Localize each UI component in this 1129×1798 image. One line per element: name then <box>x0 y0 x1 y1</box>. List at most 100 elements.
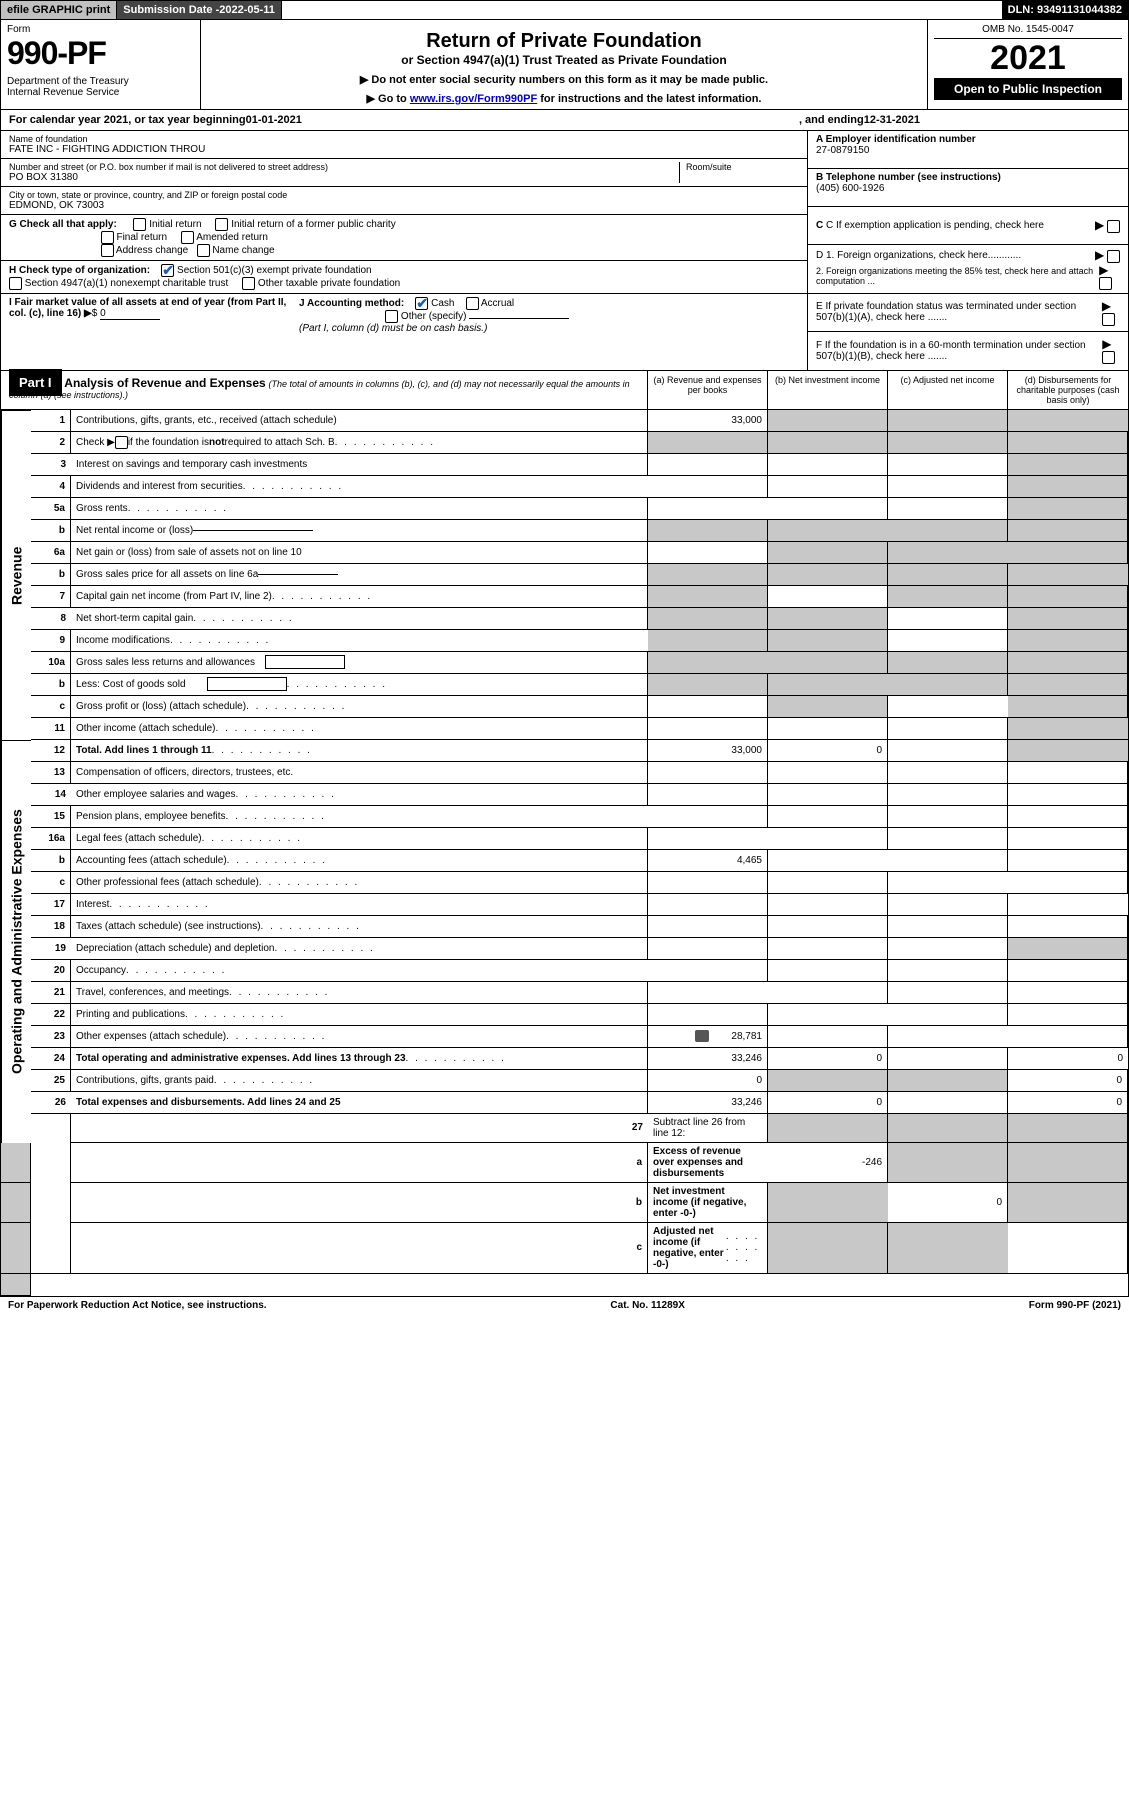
checkbox-initial-former[interactable] <box>215 218 228 231</box>
checkbox-e[interactable] <box>1102 313 1115 326</box>
a12: 33,000 <box>648 740 768 762</box>
d24: Total operating and administrative expen… <box>71 1048 648 1070</box>
b22 <box>768 1004 888 1026</box>
g-opt5: Name change <box>212 245 274 256</box>
a20 <box>648 960 768 982</box>
h-label: H Check type of organization: <box>9 265 150 276</box>
ln19: 19 <box>31 938 71 960</box>
d6b: Gross sales price for all assets on line… <box>71 564 648 586</box>
checkbox-c[interactable] <box>1107 220 1120 233</box>
dd27a <box>1 1183 31 1223</box>
j-note: (Part I, column (d) must be on cash basi… <box>299 323 487 334</box>
b4 <box>768 476 888 498</box>
b-label: B Telephone number (see instructions) <box>816 172 1001 183</box>
checkbox-4947[interactable] <box>9 277 22 290</box>
checkbox-other-taxable[interactable] <box>242 277 255 290</box>
checkbox-f[interactable] <box>1102 351 1115 364</box>
g-opt0: Initial return <box>149 219 201 230</box>
dd10a <box>1008 652 1128 674</box>
a14 <box>648 784 768 806</box>
d27a: Excess of revenue over expenses and disb… <box>648 1143 768 1183</box>
part1-desc: Part I Analysis of Revenue and Expenses … <box>1 371 648 409</box>
c18 <box>888 916 1008 938</box>
c21 <box>888 982 1008 1004</box>
c4 <box>888 476 1008 498</box>
ln1: 1 <box>31 410 71 432</box>
c12 <box>888 740 1008 762</box>
a7 <box>648 586 768 608</box>
b2 <box>768 432 888 454</box>
calendar-year-row: For calendar year 2021, or tax year begi… <box>0 110 1129 131</box>
c16a <box>888 828 1008 850</box>
ln24: 24 <box>31 1048 71 1070</box>
ln5a: 5a <box>31 498 71 520</box>
a25: 0 <box>648 1070 768 1092</box>
checkbox-other-method[interactable] <box>385 310 398 323</box>
header-center: Return of Private Foundation or Section … <box>201 20 928 109</box>
note2-pre: ▶ Go to <box>367 93 410 105</box>
dd27b <box>1 1223 31 1274</box>
a16c <box>648 872 768 894</box>
d2: Check ▶ if the foundation is not require… <box>71 432 648 454</box>
phone-value: (405) 600-1926 <box>816 183 884 194</box>
checkbox-schb[interactable] <box>115 436 128 449</box>
c5a <box>888 498 1008 520</box>
d1: Contributions, gifts, grants, etc., rece… <box>71 410 648 432</box>
form-link[interactable]: www.irs.gov/Form990PF <box>410 93 537 105</box>
checkbox-final-return[interactable] <box>101 231 114 244</box>
checkbox-501c3[interactable] <box>161 264 174 277</box>
dd11 <box>1008 718 1128 740</box>
checkbox-d1[interactable] <box>1107 250 1120 263</box>
d25: Contributions, gifts, grants paid <box>71 1070 648 1092</box>
c-cell: C C If exemption application is pending,… <box>808 207 1128 245</box>
c11 <box>888 718 1008 740</box>
d15: Pension plans, employee benefits <box>71 806 648 828</box>
b27a <box>888 1143 1008 1183</box>
a10b <box>648 674 768 696</box>
checkbox-name-change[interactable] <box>197 244 210 257</box>
form-note1: ▶ Do not enter social security numbers o… <box>209 73 919 86</box>
g-opt1: Initial return of a former public charit… <box>231 219 396 230</box>
checkbox-address-change[interactable] <box>101 244 114 257</box>
name-cell: Name of foundation FATE INC - FIGHTING A… <box>1 131 807 159</box>
checkbox-accrual[interactable] <box>466 297 479 310</box>
d-cell: D 1. Foreign organizations, check here..… <box>808 245 1128 294</box>
a5b <box>648 520 768 542</box>
ln12: 12 <box>31 740 71 762</box>
ln16b: b <box>31 850 71 872</box>
d23: Other expenses (attach schedule) <box>71 1026 648 1048</box>
dd19 <box>1008 938 1128 960</box>
ln16a: 16a <box>31 828 71 850</box>
d14: Other employee salaries and wages <box>71 784 648 806</box>
dd27 <box>1 1143 31 1183</box>
expenses-vlabel: Operating and Administrative Expenses <box>1 740 31 1143</box>
checkbox-d2[interactable] <box>1099 277 1112 290</box>
d3: Interest on savings and temporary cash i… <box>71 454 648 476</box>
d26: Total expenses and disbursements. Add li… <box>71 1092 648 1114</box>
c3 <box>888 454 1008 476</box>
a16b: 4,465 <box>648 850 768 872</box>
dd27c <box>1 1274 31 1296</box>
entity-right: A Employer identification number 27-0879… <box>808 131 1128 370</box>
checkbox-initial-return[interactable] <box>133 218 146 231</box>
open-inspection: Open to Public Inspection <box>934 78 1122 100</box>
dd12 <box>1008 740 1128 762</box>
efile-label[interactable]: efile GRAPHIC print <box>1 1 117 19</box>
attachment-icon[interactable] <box>695 1030 709 1042</box>
section-g: G Check all that apply: Initial return I… <box>1 215 807 261</box>
checkbox-amended[interactable] <box>181 231 194 244</box>
j-other: Other (specify) <box>401 311 467 322</box>
note2-post: for instructions and the latest informat… <box>537 93 761 105</box>
col-c-header: (c) Adjusted net income <box>888 371 1008 409</box>
d27: Subtract line 26 from line 12: <box>648 1114 768 1143</box>
dd7 <box>1008 586 1128 608</box>
dd5a <box>1008 498 1128 520</box>
ln6a: 6a <box>31 542 71 564</box>
d9: Income modifications <box>71 630 648 652</box>
c10b <box>888 674 1008 696</box>
checkbox-cash[interactable] <box>415 297 428 310</box>
a27b <box>768 1183 888 1223</box>
header-left: Form 990-PF Department of the Treasury I… <box>1 20 201 109</box>
dd24: 0 <box>1008 1048 1128 1070</box>
d27c: Adjusted net income (if negative, enter … <box>648 1223 768 1274</box>
